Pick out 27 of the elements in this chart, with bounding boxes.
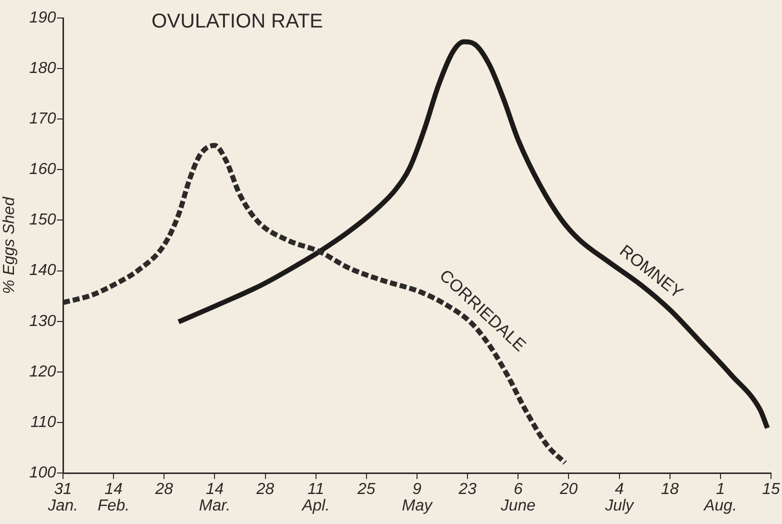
x-tick-label: 9 May (402, 480, 434, 515)
y-tick-label: 170 (29, 110, 56, 128)
x-tick-label: 31 Jan. (46, 480, 78, 515)
y-tick-label: 100 (29, 464, 56, 482)
x-tick-label: 25 (356, 480, 376, 498)
x-tick-label: 28 (154, 480, 174, 498)
x-tick-label: 18 (660, 480, 679, 498)
y-tick-label: 150 (29, 212, 56, 229)
y-tick-label: 190 (29, 9, 56, 26)
x-tick-label: 14 Feb. (98, 480, 130, 515)
y-tick-label: 140 (29, 262, 56, 280)
x-tick-label: 4 July (604, 480, 635, 515)
x-tick-label: 6 June (500, 480, 536, 515)
x-tick-label: 1 Aug. (702, 480, 737, 515)
x-tick-label: 28 (255, 480, 274, 498)
y-tick-label: 120 (29, 363, 56, 380)
x-tick-label: 15 (762, 480, 780, 498)
x-tick-label: 20 (558, 480, 578, 498)
y-tick-label: 130 (29, 312, 56, 330)
y-tick-label: 110 (30, 414, 56, 431)
y-tick-label: 180 (29, 60, 56, 78)
chart-title: OVULATION RATE (152, 10, 324, 33)
x-tick-label: 11 Apl. (301, 480, 330, 515)
x-tick-label: 14 Mar. (199, 480, 230, 515)
x-tick-label: 23 (458, 480, 477, 498)
y-tick-label: 160 (29, 161, 56, 178)
y-axis-title: % Eggs Shed (1, 196, 18, 294)
